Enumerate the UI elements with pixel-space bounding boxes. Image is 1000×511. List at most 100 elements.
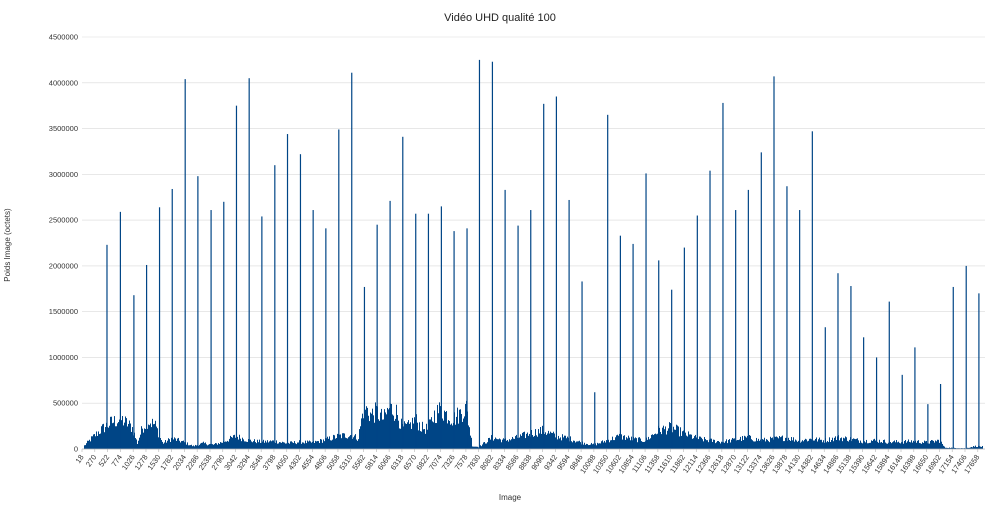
frame-bar: [972, 447, 973, 449]
frame-bar: [690, 434, 691, 449]
frame-bar: [452, 425, 453, 449]
frame-bar: [777, 437, 778, 449]
frame-bar: [527, 432, 528, 449]
frame-bar: [289, 443, 290, 449]
frame-bar: [762, 439, 763, 449]
frame-bar: [893, 441, 894, 449]
frame-bar: [183, 440, 184, 449]
frame-bar: [425, 433, 426, 449]
frame-bar: [422, 421, 423, 449]
frame-bar: [833, 441, 834, 449]
frame-bar: [409, 423, 410, 449]
frame-bar: [491, 435, 492, 449]
frame-bar: [132, 427, 133, 449]
frame-bar: [222, 442, 223, 449]
frame-bar: [457, 407, 458, 449]
frame-bar: [135, 438, 136, 449]
frame-bar: [219, 444, 220, 449]
keyframe-bar: [543, 103, 545, 449]
frame-bar: [403, 426, 404, 449]
frame-bar: [323, 439, 324, 449]
frame-bar: [621, 434, 622, 449]
frame-bar: [502, 439, 503, 449]
frame-bar: [830, 441, 831, 449]
frame-bar: [160, 438, 161, 449]
frame-bar: [229, 438, 230, 449]
frame-bar: [804, 439, 805, 449]
frame-bar: [99, 434, 100, 449]
frame-bar: [228, 441, 229, 449]
frame-bar: [387, 407, 388, 449]
frame-bar: [490, 439, 491, 449]
keyframe-bar: [145, 264, 148, 449]
frame-bar: [516, 434, 517, 449]
frame-bar: [417, 422, 418, 449]
frame-bar: [912, 442, 913, 449]
gridlines: [82, 36, 985, 404]
frame-bar: [665, 426, 666, 449]
frame-bar: [712, 441, 713, 449]
frame-bar: [344, 433, 345, 449]
frame-bar: [630, 440, 631, 449]
x-tick-label: 5310: [337, 453, 354, 472]
frame-bar: [626, 437, 627, 449]
frame-bar: [634, 438, 635, 449]
frame-bar: [438, 413, 439, 449]
frame-bar: [376, 405, 377, 449]
frame-bar: [243, 439, 244, 449]
frame-bar: [740, 436, 741, 449]
x-tick-label: 6318: [389, 453, 406, 472]
frame-bar: [188, 445, 189, 449]
frame-bar: [853, 438, 854, 449]
keyframe-bar: [299, 154, 302, 450]
frame-bar: [765, 441, 766, 449]
frame-bar: [480, 445, 481, 449]
frame-bar: [150, 423, 151, 449]
frame-bar: [262, 441, 263, 449]
frame-bar: [655, 433, 656, 449]
keyframe-bar: [607, 114, 609, 450]
bar-series: [84, 399, 983, 449]
frame-bar: [814, 440, 815, 449]
frame-bar: [810, 438, 811, 449]
frame-bar: [706, 440, 707, 449]
frame-bar: [529, 433, 530, 449]
frame-bar: [123, 425, 124, 449]
frame-bar: [163, 443, 164, 449]
frame-bar: [672, 432, 673, 449]
frame-bar: [599, 443, 600, 449]
frame-bar: [586, 443, 587, 449]
frame-bar: [201, 442, 202, 449]
keyframe-bar: [863, 337, 865, 449]
x-tick-label: 7326: [440, 453, 457, 472]
frame-bar: [157, 428, 158, 449]
frame-bar: [951, 447, 952, 449]
keyframe-bar: [632, 243, 634, 449]
frame-bar: [513, 438, 514, 449]
frame-bar: [974, 446, 975, 449]
y-tick-label: 4000000: [49, 78, 78, 87]
frame-bar: [235, 437, 236, 449]
frame-bar: [187, 442, 188, 449]
frame-bar: [924, 440, 925, 449]
frame-bar: [442, 418, 443, 449]
y-tick-label: 3000000: [49, 170, 78, 179]
frame-bar: [589, 445, 590, 449]
frame-bar: [608, 439, 609, 449]
frame-bar: [575, 442, 576, 449]
frame-bar: [717, 441, 718, 449]
frame-bar: [109, 425, 110, 449]
frame-bar: [424, 428, 425, 449]
frame-bar: [613, 440, 614, 449]
frame-bar: [882, 442, 883, 449]
frame-bar: [276, 440, 277, 449]
frame-bar: [216, 443, 217, 449]
frame-bar: [116, 426, 117, 449]
frame-bar: [901, 442, 902, 449]
frame-bar: [654, 434, 655, 449]
frame-bar: [676, 424, 677, 449]
frame-bar: [721, 441, 722, 449]
frame-bar: [686, 435, 687, 449]
frame-bar: [93, 434, 94, 449]
x-tick-label: 6822: [414, 453, 431, 472]
